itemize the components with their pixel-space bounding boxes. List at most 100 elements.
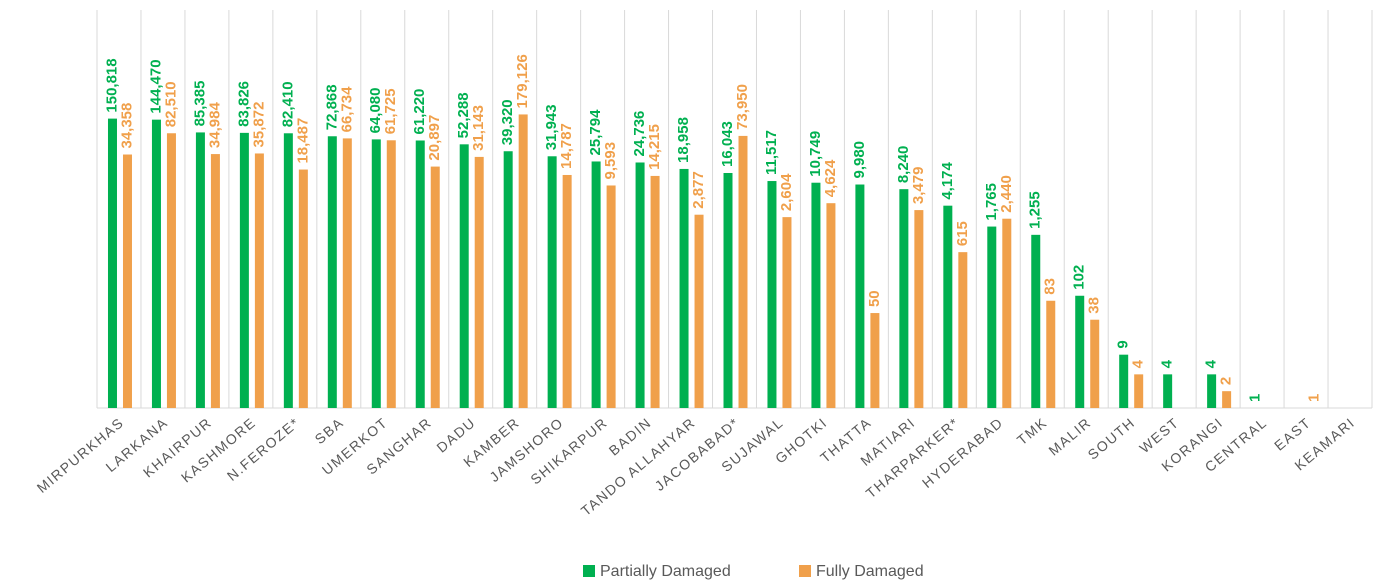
bar xyxy=(694,214,704,408)
x-tick-label: SOUTH xyxy=(1085,414,1139,463)
bar xyxy=(342,138,352,408)
data-label: 179,126 xyxy=(514,54,531,108)
bar xyxy=(166,133,176,409)
bar xyxy=(122,154,132,408)
data-label: 66,734 xyxy=(338,86,355,133)
data-label: 150,818 xyxy=(103,58,120,112)
bar xyxy=(1031,234,1041,408)
bar xyxy=(767,181,777,408)
bar xyxy=(327,136,337,408)
data-label: 83 xyxy=(1042,278,1059,295)
data-label: 9,593 xyxy=(602,142,619,180)
data-label: 82,510 xyxy=(162,81,179,127)
bar xyxy=(239,132,249,409)
bar xyxy=(958,252,968,408)
data-label: 38 xyxy=(1086,297,1103,314)
data-label: 2,877 xyxy=(690,171,707,209)
bar xyxy=(474,156,484,408)
x-tick-label: KASHMORE xyxy=(178,414,259,485)
bar xyxy=(283,133,293,408)
x-tick-label: TMK xyxy=(1014,414,1050,448)
legend-label: Fully Damaged xyxy=(816,563,924,580)
data-label: 2,604 xyxy=(778,173,795,211)
data-label: 102 xyxy=(1071,265,1088,290)
bar xyxy=(782,217,792,408)
data-label: 1 xyxy=(1247,394,1264,402)
bar xyxy=(914,210,924,408)
bar xyxy=(650,175,660,408)
bar xyxy=(371,139,381,409)
data-label: 14,215 xyxy=(646,124,663,170)
bar xyxy=(547,156,557,408)
bar xyxy=(679,168,689,408)
data-label: 72,868 xyxy=(323,84,340,130)
data-label: 615 xyxy=(954,221,971,246)
data-label: 2 xyxy=(1218,377,1235,385)
data-label: 20,897 xyxy=(426,115,443,161)
bar xyxy=(562,174,572,408)
data-label: 1 xyxy=(1306,394,1323,402)
data-label: 73,950 xyxy=(734,84,751,130)
data-label: 4 xyxy=(1130,359,1147,368)
legend-label: Partially Damaged xyxy=(600,563,731,580)
data-label: 9,980 xyxy=(851,141,868,179)
data-label: 18,958 xyxy=(675,117,692,163)
data-label: 4,624 xyxy=(822,159,839,197)
bar xyxy=(943,205,953,408)
data-label: 82,410 xyxy=(279,81,296,127)
bar xyxy=(635,162,645,408)
data-label: 39,320 xyxy=(499,99,516,145)
bar xyxy=(987,226,997,408)
bar xyxy=(386,140,396,408)
data-label: 18,487 xyxy=(294,118,311,164)
bar xyxy=(899,189,909,408)
bar xyxy=(855,184,865,408)
bar xyxy=(151,119,161,408)
bar xyxy=(1222,391,1232,408)
bar xyxy=(298,169,308,408)
data-label: 1,255 xyxy=(1027,191,1044,229)
data-label: 10,749 xyxy=(807,131,824,177)
bar xyxy=(1046,300,1056,408)
bar xyxy=(811,182,821,408)
bar xyxy=(1002,218,1012,408)
data-label: 2,440 xyxy=(998,175,1015,213)
data-label: 8,240 xyxy=(895,146,912,184)
bar xyxy=(195,132,205,408)
data-label: 34,984 xyxy=(206,102,223,149)
data-label: 3,479 xyxy=(910,167,927,205)
data-label: 64,080 xyxy=(367,87,384,133)
bar xyxy=(606,185,616,408)
data-label: 144,470 xyxy=(147,59,164,113)
legend-swatch xyxy=(799,565,811,577)
bar xyxy=(826,203,836,408)
bar xyxy=(1119,354,1129,408)
data-label: 61,220 xyxy=(411,89,428,135)
bar xyxy=(591,161,601,408)
data-label: 85,385 xyxy=(191,81,208,127)
bar xyxy=(459,144,469,408)
bar xyxy=(738,135,748,408)
data-label: 4 xyxy=(1203,359,1220,368)
bar xyxy=(1090,319,1100,408)
data-label: 14,787 xyxy=(558,123,575,169)
bar xyxy=(870,313,880,408)
data-label: 35,872 xyxy=(250,102,267,148)
bar xyxy=(1163,374,1173,408)
data-label: 1,765 xyxy=(983,183,1000,221)
data-label: 52,288 xyxy=(455,92,472,138)
bar xyxy=(1207,374,1217,408)
data-label: 25,794 xyxy=(587,109,604,156)
bar xyxy=(430,166,440,408)
data-label: 31,943 xyxy=(543,104,560,150)
data-label: 11,517 xyxy=(763,130,780,175)
bar xyxy=(518,114,528,409)
bar xyxy=(415,140,425,408)
data-label: 16,043 xyxy=(719,121,736,167)
x-tick-label: SBA xyxy=(312,414,347,447)
bar xyxy=(503,151,513,408)
bar xyxy=(723,172,733,408)
bar xyxy=(210,154,220,408)
data-label: 34,358 xyxy=(118,103,135,149)
